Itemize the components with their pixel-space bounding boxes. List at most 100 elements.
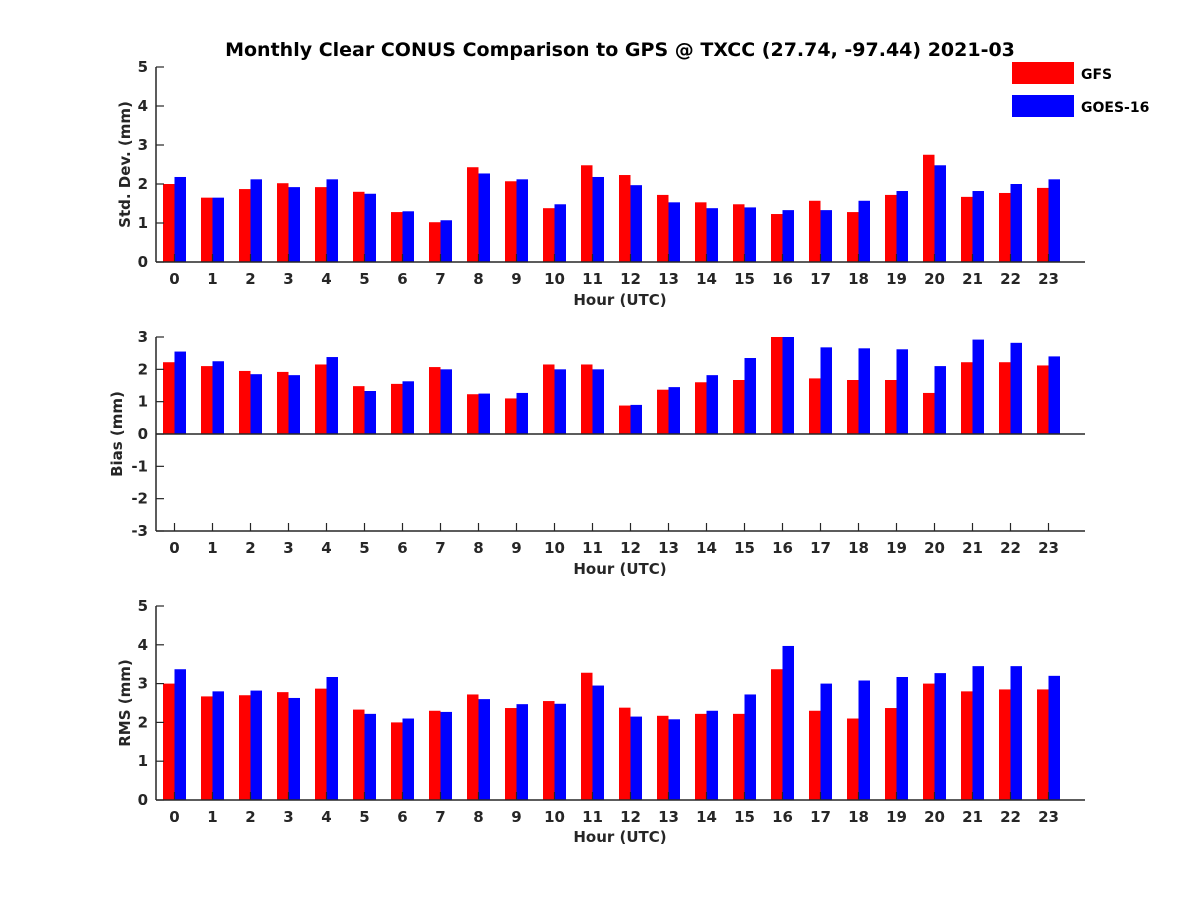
legend-label-goes16: GOES-16 bbox=[1081, 100, 1149, 116]
std-dev-xtick-label: 5 bbox=[359, 270, 369, 288]
std-dev-xtick-label: 4 bbox=[321, 270, 331, 288]
bias-bar-gfs-17 bbox=[809, 378, 821, 434]
std-dev-ytick-label: 0 bbox=[138, 253, 148, 271]
rms-bar-goes16-11 bbox=[592, 685, 604, 800]
rms-xlabel: Hour (UTC) bbox=[573, 828, 666, 846]
std-dev-xtick-label: 10 bbox=[544, 270, 565, 288]
rms-xtick-label: 21 bbox=[962, 808, 983, 826]
rms-xtick-label: 6 bbox=[397, 808, 407, 826]
std-dev-bar-goes16-23 bbox=[1048, 179, 1060, 262]
bias-bar-goes16-6 bbox=[402, 381, 414, 434]
bias-bar-goes16-14 bbox=[706, 375, 718, 434]
std-dev-xtick-label: 12 bbox=[620, 270, 641, 288]
rms-bar-goes16-22 bbox=[1010, 666, 1022, 800]
std-dev-bar-goes16-13 bbox=[668, 202, 680, 262]
bias-bar-gfs-8 bbox=[467, 394, 479, 434]
bias-xtick-label: 23 bbox=[1038, 539, 1059, 557]
std-dev-bar-gfs-8 bbox=[467, 167, 479, 262]
rms-bar-gfs-0 bbox=[163, 683, 175, 800]
rms-bar-gfs-19 bbox=[885, 708, 897, 800]
rms-xtick-label: 10 bbox=[544, 808, 565, 826]
rms-bar-goes16-9 bbox=[516, 704, 528, 800]
rms-bar-goes16-2 bbox=[250, 690, 262, 800]
std-dev-bar-gfs-19 bbox=[885, 194, 897, 262]
bias-bar-goes16-12 bbox=[630, 404, 642, 434]
std-dev-bar-goes16-8 bbox=[478, 173, 490, 262]
std-dev-bar-goes16-7 bbox=[440, 220, 452, 262]
legend-swatch-gfs bbox=[1012, 62, 1074, 84]
rms-xtick-label: 5 bbox=[359, 808, 369, 826]
rms-bar-goes16-5 bbox=[364, 713, 376, 800]
std-dev-bar-goes16-1 bbox=[212, 197, 224, 262]
bias-bar-goes16-17 bbox=[820, 347, 832, 434]
rms-bar-goes16-23 bbox=[1048, 675, 1060, 800]
std-dev-bar-goes16-2 bbox=[250, 179, 262, 262]
bias-bar-gfs-18 bbox=[847, 380, 859, 434]
rms-bar-gfs-11 bbox=[581, 672, 593, 800]
bias-bar-goes16-4 bbox=[326, 357, 338, 434]
rms-bar-goes16-19 bbox=[896, 677, 908, 800]
rms-xtick-label: 16 bbox=[772, 808, 793, 826]
bias-bar-gfs-11 bbox=[581, 364, 593, 434]
std-dev-bar-goes16-6 bbox=[402, 211, 414, 262]
bias-xtick-label: 3 bbox=[283, 539, 293, 557]
rms-xtick-label: 14 bbox=[696, 808, 717, 826]
std-dev-bar-gfs-12 bbox=[619, 175, 631, 262]
std-dev-bar-gfs-13 bbox=[657, 194, 669, 262]
bias-bar-gfs-15 bbox=[733, 380, 745, 434]
rms-bar-goes16-4 bbox=[326, 677, 338, 800]
bias-bar-goes16-7 bbox=[440, 369, 452, 434]
std-dev-bar-goes16-15 bbox=[744, 207, 756, 262]
rms-xtick-label: 23 bbox=[1038, 808, 1059, 826]
std-dev-xtick-label: 7 bbox=[435, 270, 445, 288]
rms-bar-goes16-15 bbox=[744, 694, 756, 800]
rms-xtick-label: 17 bbox=[810, 808, 831, 826]
bias-bar-goes16-0 bbox=[174, 351, 186, 434]
rms-bar-gfs-4 bbox=[315, 688, 327, 800]
std-dev-bar-gfs-10 bbox=[543, 208, 555, 262]
bias-bar-gfs-23 bbox=[1037, 365, 1049, 434]
std-dev-bar-gfs-9 bbox=[505, 181, 517, 262]
rms-bar-goes16-7 bbox=[440, 711, 452, 800]
bias-bar-gfs-7 bbox=[429, 367, 441, 434]
std-dev-bar-goes16-19 bbox=[896, 191, 908, 262]
bias-bar-goes16-9 bbox=[516, 392, 528, 434]
bias-bar-goes16-22 bbox=[1010, 342, 1022, 434]
rms-xtick-label: 1 bbox=[207, 808, 217, 826]
rms-bar-gfs-3 bbox=[277, 692, 289, 800]
rms-bar-goes16-12 bbox=[630, 716, 642, 800]
bias-bar-gfs-9 bbox=[505, 398, 517, 434]
rms-bar-gfs-18 bbox=[847, 718, 859, 800]
std-dev-bar-gfs-15 bbox=[733, 204, 745, 262]
rms-bar-gfs-5 bbox=[353, 709, 365, 800]
rms-bar-goes16-1 bbox=[212, 691, 224, 800]
rms-bar-goes16-21 bbox=[972, 666, 984, 800]
rms-ytick-label: 4 bbox=[138, 636, 148, 654]
rms-xtick-label: 4 bbox=[321, 808, 331, 826]
bias-xtick-label: 0 bbox=[169, 539, 179, 557]
rms-xtick-label: 0 bbox=[169, 808, 179, 826]
std-dev-bar-goes16-4 bbox=[326, 179, 338, 262]
std-dev-ytick-label: 2 bbox=[138, 175, 148, 193]
rms-xtick-label: 12 bbox=[620, 808, 641, 826]
rms-bar-gfs-2 bbox=[239, 695, 251, 800]
rms-bar-goes16-18 bbox=[858, 680, 870, 800]
std-dev-bar-goes16-16 bbox=[782, 210, 794, 262]
bias-bar-gfs-6 bbox=[391, 383, 403, 434]
rms-bar-goes16-8 bbox=[478, 699, 490, 800]
rms-bar-gfs-10 bbox=[543, 701, 555, 800]
std-dev-xtick-label: 2 bbox=[245, 270, 255, 288]
bias-bar-gfs-19 bbox=[885, 380, 897, 434]
bias-bar-goes16-18 bbox=[858, 348, 870, 434]
figure-title: Monthly Clear CONUS Comparison to GPS @ … bbox=[225, 39, 1015, 61]
std-dev-xtick-label: 9 bbox=[511, 270, 521, 288]
std-dev-xtick-label: 21 bbox=[962, 270, 983, 288]
bias-ytick-label: 2 bbox=[138, 360, 148, 378]
bias-bar-goes16-8 bbox=[478, 393, 490, 434]
std-dev-bar-goes16-22 bbox=[1010, 184, 1022, 262]
rms-bar-goes16-20 bbox=[934, 673, 946, 800]
rms-ytick-label: 1 bbox=[138, 752, 148, 770]
std-dev-bar-goes16-3 bbox=[288, 187, 300, 262]
bias-bar-gfs-4 bbox=[315, 364, 327, 434]
